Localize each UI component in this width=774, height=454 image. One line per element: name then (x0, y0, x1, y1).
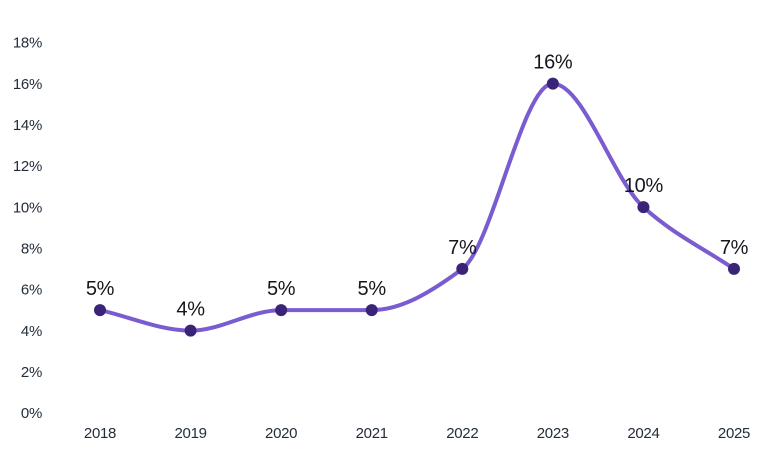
x-axis-tick-label: 2022 (446, 425, 478, 442)
y-axis-tick-label: 6% (21, 282, 42, 299)
x-axis-tick-label: 2024 (627, 425, 659, 442)
data-point-label: 5% (358, 278, 387, 300)
data-point-marker[interactable] (728, 262, 740, 275)
data-point-label: 5% (267, 278, 296, 300)
y-axis-tick-label: 16% (13, 76, 42, 93)
data-point-marker[interactable] (456, 262, 469, 275)
x-axis-tick-label: 2018 (84, 425, 116, 442)
y-axis-tick-label: 4% (21, 323, 42, 340)
data-point-label: 16% (533, 52, 573, 74)
y-axis-tick-label: 10% (13, 199, 42, 216)
y-axis-tick-label: 18% (13, 35, 42, 52)
x-axis-tick-label: 2025 (718, 425, 750, 442)
x-axis-tick-label: 2020 (265, 425, 297, 442)
data-point-marker[interactable] (94, 304, 106, 317)
data-point-label: 5% (86, 278, 115, 300)
x-axis-tick-label: 2019 (174, 425, 206, 442)
y-axis-tick-label: 2% (21, 364, 42, 381)
data-point-label: 10% (624, 175, 664, 197)
data-point-marker[interactable] (546, 77, 559, 90)
y-axis-tick-label: 14% (13, 117, 42, 134)
data-point-label: 7% (720, 237, 749, 259)
data-point-label: 7% (448, 237, 477, 259)
x-axis-tick-label: 2021 (356, 425, 388, 442)
data-point-marker[interactable] (637, 201, 650, 214)
data-point-marker[interactable] (365, 304, 378, 317)
x-axis-tick-label: 2023 (537, 425, 569, 442)
data-point-marker[interactable] (184, 324, 197, 337)
y-axis-tick-label: 12% (13, 158, 42, 175)
data-point-label: 4% (176, 299, 205, 321)
data-point-marker[interactable] (275, 304, 288, 317)
y-axis-tick-label: 8% (21, 241, 42, 258)
y-axis-tick-label: 0% (21, 405, 42, 422)
